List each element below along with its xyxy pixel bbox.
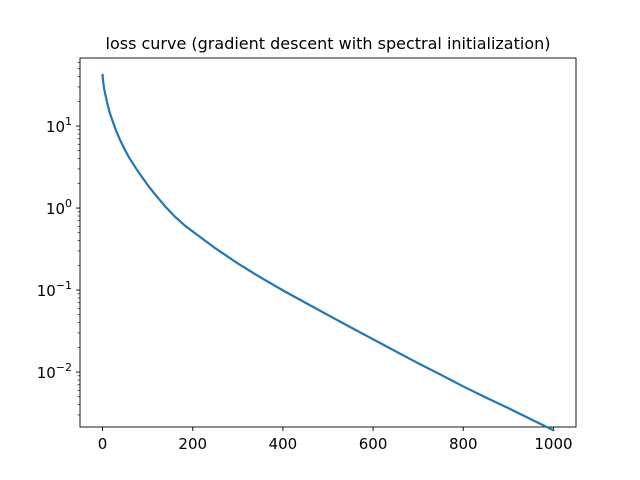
x-tick-label: 0: [98, 435, 108, 453]
x-axis: 0 200 400 600 800 1000: [98, 427, 573, 453]
y-axis: 101 100 10−1 10−2: [37, 61, 80, 416]
loss-series-line: [101, 73, 555, 432]
plot-frame: [79, 57, 577, 428]
x-tick-label: 1000: [534, 435, 572, 453]
y-tick-label: 100: [46, 197, 72, 218]
chart-title: loss curve (gradient descent with spectr…: [106, 34, 551, 53]
y-tick-label: 101: [46, 115, 72, 136]
y-tick-label: 10−1: [37, 279, 72, 300]
y-tick-label: 10−2: [37, 361, 72, 382]
x-tick-label: 200: [178, 435, 207, 453]
x-tick-label: 600: [359, 435, 388, 453]
series-layer: [101, 73, 555, 432]
x-tick-label: 400: [269, 435, 298, 453]
x-tick-label: 800: [449, 435, 478, 453]
